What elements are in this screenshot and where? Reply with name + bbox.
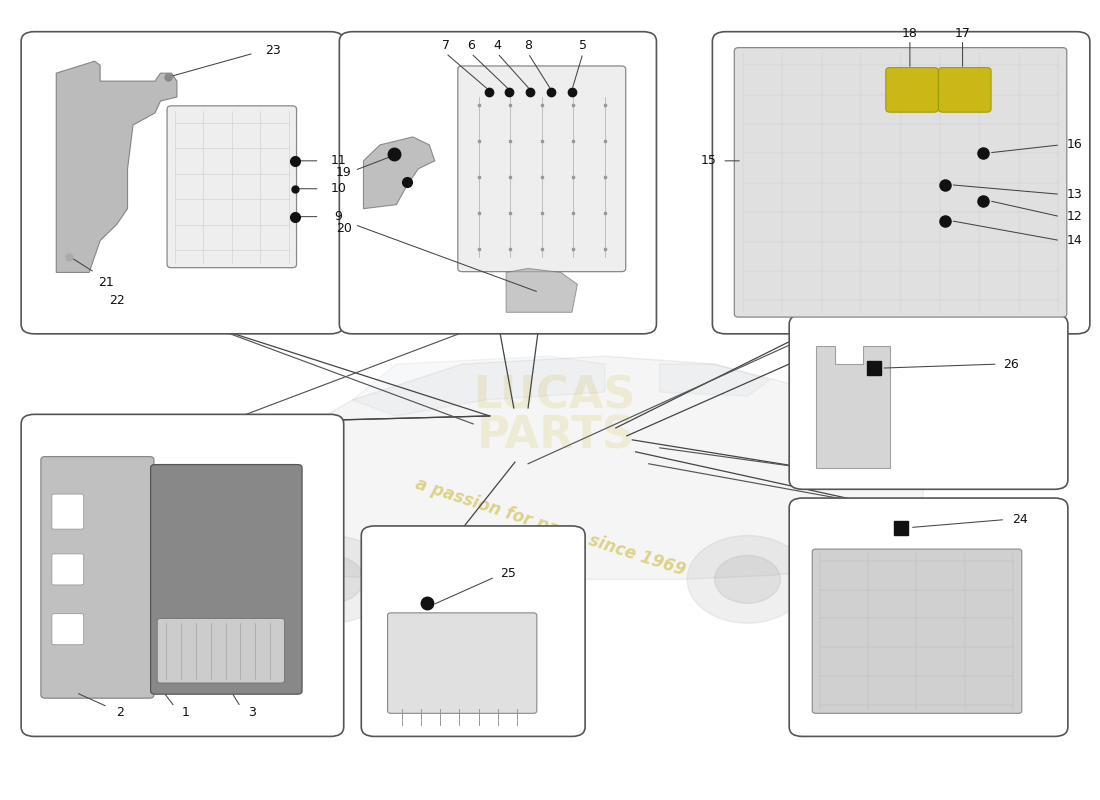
Text: 13: 13 [1067,188,1082,201]
Circle shape [298,555,363,603]
FancyBboxPatch shape [157,618,285,683]
Text: 20: 20 [336,222,352,235]
FancyBboxPatch shape [52,614,84,645]
Text: 12: 12 [1067,210,1082,223]
FancyBboxPatch shape [41,457,154,698]
Polygon shape [155,356,923,579]
Polygon shape [506,269,578,312]
Text: 19: 19 [336,166,352,179]
FancyBboxPatch shape [812,549,1022,714]
FancyBboxPatch shape [789,314,1068,490]
Circle shape [715,555,780,603]
Text: LUCAS: LUCAS [474,374,637,418]
FancyBboxPatch shape [713,32,1090,334]
Text: 6: 6 [468,38,475,52]
Text: 4: 4 [494,38,502,52]
Circle shape [688,535,807,623]
FancyBboxPatch shape [52,554,84,585]
FancyBboxPatch shape [339,32,657,334]
Text: 18: 18 [902,26,917,40]
Text: 3: 3 [248,706,255,719]
FancyBboxPatch shape [52,494,84,529]
Polygon shape [815,346,890,468]
Text: 5: 5 [579,38,587,52]
Text: 1: 1 [182,706,189,719]
Text: 7: 7 [442,38,450,52]
FancyBboxPatch shape [789,498,1068,737]
Text: 2: 2 [116,706,124,719]
Text: 15: 15 [701,154,717,167]
FancyBboxPatch shape [458,66,626,272]
Text: 10: 10 [330,182,346,195]
FancyBboxPatch shape [21,32,343,334]
FancyBboxPatch shape [886,67,938,112]
Text: 11: 11 [330,154,346,167]
Polygon shape [660,364,769,396]
Text: 21: 21 [98,275,113,289]
FancyBboxPatch shape [21,414,343,737]
FancyBboxPatch shape [938,67,991,112]
Text: PARTS: PARTS [476,414,635,458]
Polygon shape [56,61,177,273]
Text: 26: 26 [1003,358,1019,370]
FancyBboxPatch shape [151,465,302,694]
FancyBboxPatch shape [361,526,585,737]
Text: 14: 14 [1067,234,1082,247]
Text: 22: 22 [109,294,124,307]
FancyBboxPatch shape [735,48,1067,317]
Text: 16: 16 [1067,138,1082,151]
Text: 24: 24 [1012,513,1027,526]
Text: 23: 23 [265,44,282,58]
Text: 8: 8 [524,38,532,52]
Polygon shape [352,356,605,416]
Text: 17: 17 [955,26,970,40]
Text: 9: 9 [334,210,342,223]
FancyBboxPatch shape [387,613,537,714]
FancyBboxPatch shape [167,106,297,268]
Polygon shape [363,137,434,209]
Text: 25: 25 [500,567,516,580]
Circle shape [271,535,390,623]
Text: a passion for parts since 1969: a passion for parts since 1969 [412,475,688,580]
